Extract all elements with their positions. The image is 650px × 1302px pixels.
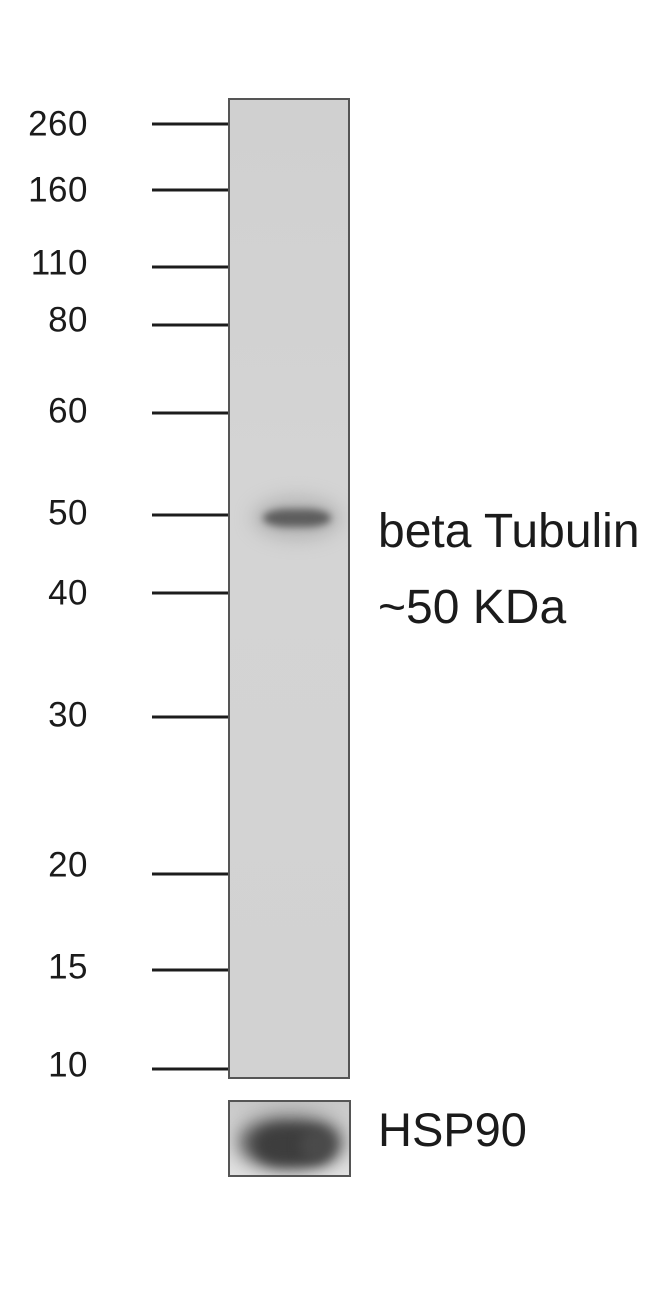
mw-tick-20 [152, 872, 228, 876]
mw-tick-110 [152, 265, 228, 269]
band-annotation-size: ~50 KDa [378, 581, 567, 634]
beta-tubulin-band [263, 509, 331, 527]
loading-control-lane [228, 1100, 351, 1177]
mw-label-60: 60 [48, 391, 88, 431]
mw-label-160: 160 [28, 170, 88, 210]
hsp90-band-core-right [300, 1128, 334, 1162]
mw-tick-10 [152, 1067, 228, 1071]
mw-tick-160 [152, 188, 228, 192]
mw-tick-50 [152, 513, 228, 517]
mw-label-80: 80 [48, 300, 88, 340]
mw-tick-40 [152, 591, 228, 595]
mw-label-10: 10 [48, 1045, 88, 1085]
loading-control-label: HSP90 [378, 1103, 527, 1156]
band-annotation: beta Tubulin ~50 KDa [378, 494, 640, 646]
mw-tick-260 [152, 122, 228, 126]
blot-lane [228, 98, 350, 1079]
mw-label-110: 110 [30, 243, 88, 283]
mw-label-20: 20 [48, 845, 88, 885]
mw-tick-80 [152, 323, 228, 327]
mw-label-40: 40 [48, 573, 88, 613]
mw-tick-60 [152, 411, 228, 415]
mw-tick-15 [152, 968, 228, 972]
band-annotation-protein: beta Tubulin [378, 505, 640, 558]
mw-label-30: 30 [48, 695, 88, 735]
mw-label-50: 50 [48, 493, 88, 533]
mw-tick-30 [152, 715, 228, 719]
mw-label-15: 15 [48, 947, 88, 987]
mw-label-260: 260 [28, 104, 88, 144]
